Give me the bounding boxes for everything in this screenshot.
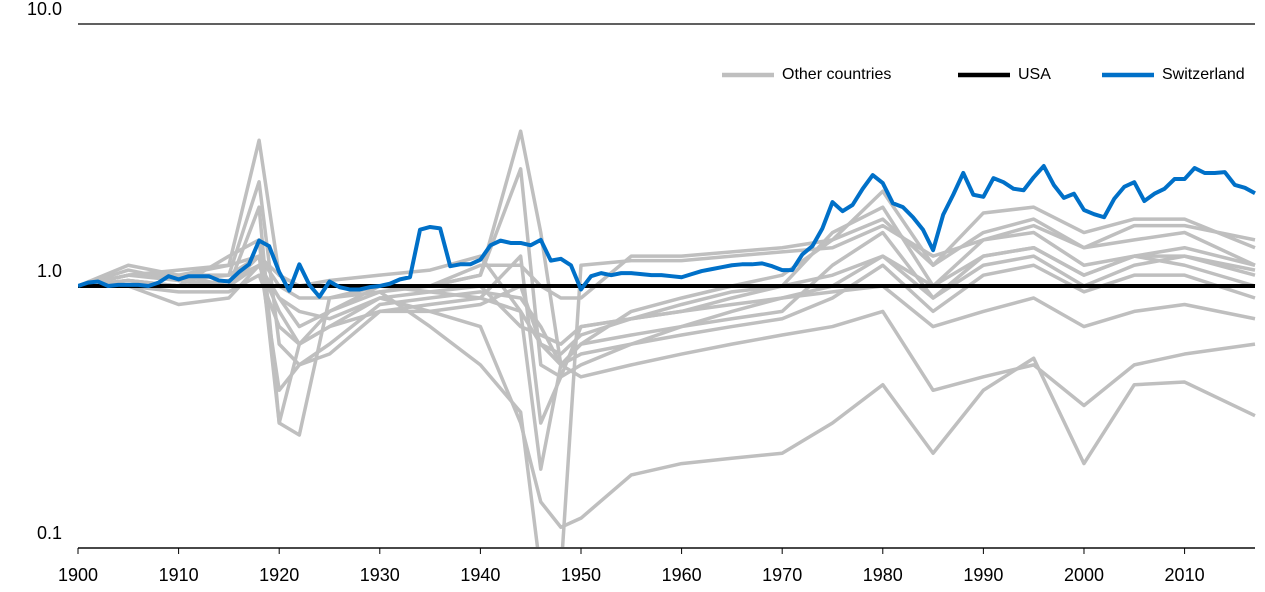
series-line bbox=[78, 245, 1256, 356]
legend-label: Switzerland bbox=[1162, 66, 1245, 83]
y-tick-label: 1.0 bbox=[37, 261, 62, 281]
y-tick-label: 0.1 bbox=[37, 523, 62, 543]
x-tick-label: 1970 bbox=[762, 565, 802, 585]
x-tick-label: 1950 bbox=[561, 565, 601, 585]
series-line bbox=[78, 167, 1256, 425]
x-tick-label: 1920 bbox=[259, 565, 299, 585]
plot-area bbox=[78, 129, 1256, 548]
legend: Other countries USA Switzerland bbox=[722, 66, 1245, 83]
y-tick-label: 10.0 bbox=[27, 0, 62, 19]
legend-label: USA bbox=[1018, 66, 1051, 83]
x-tick-label: 1900 bbox=[58, 565, 98, 585]
series-line bbox=[78, 217, 1256, 329]
x-tick-label: 1930 bbox=[360, 565, 400, 585]
series-line bbox=[78, 179, 1256, 425]
series-line bbox=[78, 254, 1256, 346]
legend-label: Other countries bbox=[782, 66, 891, 83]
x-tick-label: 1980 bbox=[863, 565, 903, 585]
series-line bbox=[78, 164, 1256, 299]
series-line bbox=[78, 223, 1256, 548]
series-line bbox=[78, 273, 1256, 530]
axes: 0.1 1.0 10.0 1900 1910 1920 1930 1940 1950 1960 19… bbox=[27, 0, 1255, 585]
x-tick-label: 1910 bbox=[159, 565, 199, 585]
x-tick-label: 1940 bbox=[460, 565, 500, 585]
x-tick-label: 1960 bbox=[662, 565, 702, 585]
x-tick-label: 2000 bbox=[1064, 565, 1104, 585]
x-tick-label: 1990 bbox=[963, 565, 1003, 585]
x-tick-label: 2010 bbox=[1165, 565, 1205, 585]
